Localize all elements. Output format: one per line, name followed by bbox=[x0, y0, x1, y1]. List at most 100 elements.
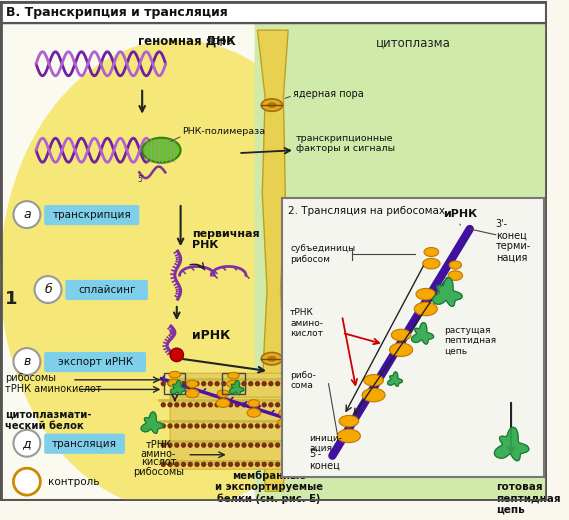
Circle shape bbox=[181, 423, 186, 428]
Circle shape bbox=[315, 443, 321, 448]
Circle shape bbox=[342, 462, 348, 467]
Circle shape bbox=[221, 462, 226, 467]
Ellipse shape bbox=[168, 379, 182, 387]
Circle shape bbox=[188, 462, 193, 467]
Circle shape bbox=[376, 423, 381, 428]
Circle shape bbox=[262, 423, 267, 428]
Circle shape bbox=[275, 381, 281, 386]
Circle shape bbox=[167, 443, 173, 448]
Circle shape bbox=[268, 423, 274, 428]
Circle shape bbox=[275, 402, 281, 408]
Circle shape bbox=[248, 381, 253, 386]
Ellipse shape bbox=[187, 380, 198, 387]
Circle shape bbox=[228, 381, 233, 386]
Circle shape bbox=[275, 462, 281, 467]
Circle shape bbox=[221, 423, 226, 428]
Circle shape bbox=[356, 381, 361, 386]
Circle shape bbox=[322, 381, 327, 386]
Circle shape bbox=[215, 402, 220, 408]
Circle shape bbox=[268, 462, 274, 467]
Circle shape bbox=[315, 381, 321, 386]
Polygon shape bbox=[141, 412, 163, 434]
Circle shape bbox=[167, 462, 173, 467]
Text: 3'-
конец: 3'- конец bbox=[496, 219, 526, 241]
Circle shape bbox=[194, 402, 200, 408]
FancyBboxPatch shape bbox=[374, 343, 448, 372]
Circle shape bbox=[336, 402, 341, 408]
Circle shape bbox=[208, 381, 213, 386]
Ellipse shape bbox=[267, 356, 277, 361]
Circle shape bbox=[160, 402, 166, 408]
Text: геномная ДНК: геномная ДНК bbox=[138, 34, 236, 47]
Circle shape bbox=[308, 462, 314, 467]
Circle shape bbox=[369, 381, 374, 386]
FancyBboxPatch shape bbox=[170, 397, 387, 424]
Text: б: б bbox=[44, 283, 52, 296]
Circle shape bbox=[201, 381, 207, 386]
Text: первичная
РНК: первичная РНК bbox=[192, 229, 260, 250]
Circle shape bbox=[234, 443, 240, 448]
Circle shape bbox=[181, 381, 186, 386]
Circle shape bbox=[315, 423, 321, 428]
Circle shape bbox=[369, 423, 374, 428]
Circle shape bbox=[174, 423, 179, 428]
Text: РНК-полимераза: РНК-полимераза bbox=[183, 127, 266, 136]
Circle shape bbox=[322, 462, 327, 467]
Circle shape bbox=[329, 443, 334, 448]
Circle shape bbox=[362, 443, 368, 448]
Text: рибо-
сома: рибо- сома bbox=[290, 371, 316, 391]
Circle shape bbox=[336, 381, 341, 386]
Text: тРНК аминокислот: тРНК аминокислот bbox=[5, 384, 101, 395]
Circle shape bbox=[342, 402, 348, 408]
Text: 5'-
конец: 5'- конец bbox=[310, 449, 340, 471]
Circle shape bbox=[349, 423, 354, 428]
Circle shape bbox=[288, 443, 294, 448]
Circle shape bbox=[362, 462, 368, 467]
Circle shape bbox=[342, 381, 348, 386]
Ellipse shape bbox=[169, 371, 180, 378]
Text: В. Транскрипция и трансляция: В. Транскрипция и трансляция bbox=[6, 6, 228, 19]
Circle shape bbox=[329, 423, 334, 428]
Polygon shape bbox=[387, 372, 402, 386]
Circle shape bbox=[356, 443, 361, 448]
Circle shape bbox=[228, 423, 233, 428]
Text: в: в bbox=[23, 355, 31, 368]
Circle shape bbox=[255, 462, 260, 467]
Circle shape bbox=[376, 381, 381, 386]
FancyBboxPatch shape bbox=[1, 2, 546, 500]
Circle shape bbox=[322, 423, 327, 428]
Circle shape bbox=[208, 402, 213, 408]
FancyBboxPatch shape bbox=[44, 352, 146, 372]
FancyBboxPatch shape bbox=[282, 198, 544, 477]
Circle shape bbox=[160, 462, 166, 467]
Text: растущая
пептидная
цепь: растущая пептидная цепь bbox=[444, 326, 496, 355]
FancyBboxPatch shape bbox=[170, 373, 387, 406]
Circle shape bbox=[308, 402, 314, 408]
Circle shape bbox=[248, 443, 253, 448]
Circle shape bbox=[262, 381, 267, 386]
Ellipse shape bbox=[309, 428, 322, 437]
Circle shape bbox=[362, 402, 368, 408]
Circle shape bbox=[376, 462, 381, 467]
Circle shape bbox=[288, 423, 294, 428]
Circle shape bbox=[234, 381, 240, 386]
Circle shape bbox=[241, 423, 247, 428]
Circle shape bbox=[208, 423, 213, 428]
Circle shape bbox=[174, 462, 179, 467]
Circle shape bbox=[282, 462, 287, 467]
Ellipse shape bbox=[416, 289, 436, 300]
Circle shape bbox=[369, 402, 374, 408]
Circle shape bbox=[14, 468, 40, 495]
Circle shape bbox=[14, 201, 40, 228]
Circle shape bbox=[262, 402, 267, 408]
Polygon shape bbox=[411, 322, 434, 344]
Circle shape bbox=[369, 443, 374, 448]
Circle shape bbox=[308, 381, 314, 386]
Circle shape bbox=[302, 443, 307, 448]
Circle shape bbox=[376, 402, 381, 408]
FancyBboxPatch shape bbox=[65, 280, 148, 300]
Circle shape bbox=[14, 430, 40, 457]
Circle shape bbox=[302, 381, 307, 386]
Circle shape bbox=[14, 348, 40, 375]
Circle shape bbox=[308, 443, 314, 448]
